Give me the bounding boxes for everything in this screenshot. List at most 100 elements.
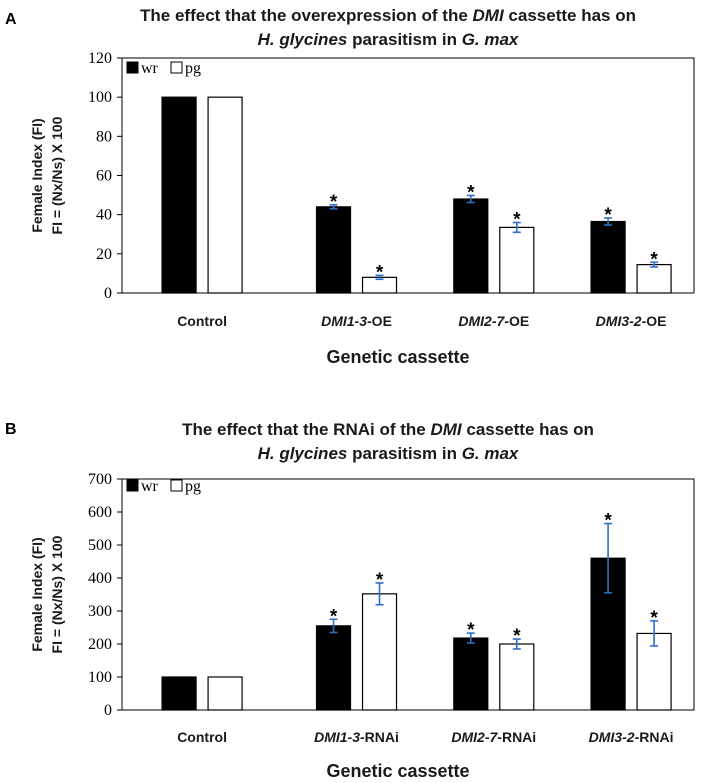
legend: wr pg: [127, 60, 201, 77]
y-axis-label-line-1: Female Index (FI): [29, 537, 45, 651]
category-label-4-part-0: DMI3-2: [589, 729, 635, 745]
bar-pg-2: [363, 594, 397, 710]
chart-title-line-1-part-1: DMI: [473, 6, 505, 25]
category-label-1: Control: [177, 729, 227, 745]
y-tick-label: 40: [96, 207, 112, 224]
y-tick-label: 200: [88, 636, 112, 653]
category-label-1: Control: [177, 313, 227, 329]
bar-pg-1: [208, 97, 242, 293]
legend-label-pg: pg: [185, 478, 201, 495]
panel-letter-a: A: [5, 11, 17, 28]
y-tick-label: 400: [88, 570, 112, 587]
bar-pg-3: [500, 644, 534, 710]
y-tick-label: 0: [104, 702, 112, 719]
chart-title-line-2-part-0: H. glycines: [258, 444, 348, 463]
significance-star: *: [513, 626, 521, 647]
category-label-2-part-0: DMI1-3: [321, 313, 367, 329]
category-label-4-part-1: -RNAi: [635, 729, 674, 745]
category-label-4: DMI3-2-OE: [596, 313, 667, 329]
significance-star: *: [650, 608, 658, 629]
category-label-3-part-0: DMI2-7: [458, 313, 505, 329]
legend: wr pg: [127, 478, 201, 495]
significance-star: *: [467, 620, 475, 641]
chart-title-line-1: The effect that the overexpression of th…: [140, 6, 636, 25]
chart-title-line-2: H. glycines parasitism in G. max: [258, 444, 520, 463]
legend-swatch-pg: [171, 62, 182, 73]
chart-title-line-1: The effect that the RNAi of the DMI cass…: [182, 420, 594, 439]
chart-title-line-2-part-1: parasitism in: [347, 30, 461, 49]
bar-pg-3: [500, 227, 534, 293]
legend-swatch-wr: [127, 62, 138, 73]
figure: A B The effect that the overexpression o…: [0, 0, 702, 783]
significance-star: *: [330, 192, 338, 213]
category-label-2-part-1: -RNAi: [360, 729, 399, 745]
significance-star: *: [376, 262, 384, 283]
bar-wr-3: [454, 199, 488, 293]
bar-wr-3: [454, 638, 488, 710]
y-tick-label: 20: [96, 246, 112, 263]
significance-star: *: [467, 182, 475, 203]
x-axis-label: Genetic cassette: [326, 761, 469, 781]
panel-b: B: [5, 421, 17, 438]
bar-wr-4: [591, 222, 625, 293]
chart-title-line-2-part-1: parasitism in: [347, 444, 461, 463]
x-axis-label: Genetic cassette: [326, 347, 469, 367]
y-axis-label-line-2: FI = (Nx/Ns) X 100: [49, 535, 65, 653]
significance-star: *: [513, 210, 521, 231]
category-label-1-part-0: Control: [177, 313, 227, 329]
y-tick-label: 60: [96, 168, 112, 185]
y-tick-label: 600: [88, 504, 112, 521]
category-label-2: DMI1-3-OE: [321, 313, 392, 329]
category-label-2-part-0: DMI1-3: [314, 729, 360, 745]
chart-title-line-1-part-2: cassette has on: [462, 420, 594, 439]
chart-b: The effect that the RNAi of the DMI cass…: [29, 420, 694, 781]
category-label-1-part-0: Control: [177, 729, 227, 745]
significance-star: *: [604, 511, 612, 532]
category-label-2-part-1: -OE: [367, 313, 392, 329]
category-label-4-part-1: -OE: [642, 313, 667, 329]
chart-title-line-1-part-1: DMI: [430, 420, 462, 439]
category-label-3-part-1: -OE: [504, 313, 529, 329]
legend-swatch-wr: [127, 480, 138, 491]
category-label-2: DMI1-3-RNAi: [314, 729, 399, 745]
legend-label-pg: pg: [185, 60, 201, 77]
panel-a: A: [5, 11, 17, 28]
chart-title-line-2-part-0: H. glycines: [258, 30, 348, 49]
legend-swatch-pg: [171, 480, 182, 491]
y-axis-label-line-2: FI = (Nx/Ns) X 100: [49, 116, 65, 234]
significance-star: *: [650, 249, 658, 270]
chart-title-line-1-part-2: cassette has on: [504, 6, 636, 25]
chart-title-line-2-part-2: G. max: [462, 444, 520, 463]
chart-title-line-2: H. glycines parasitism in G. max: [258, 30, 520, 49]
bar-wr-1: [162, 97, 196, 293]
y-tick-label: 100: [88, 89, 112, 106]
chart-title-line-1-part-0: The effect that the overexpression of th…: [140, 6, 473, 25]
category-label-3: DMI2-7-RNAi: [451, 729, 536, 745]
category-label-4: DMI3-2-RNAi: [589, 729, 674, 745]
y-tick-label: 700: [88, 471, 112, 488]
significance-star: *: [376, 570, 384, 591]
y-tick-label: 80: [96, 128, 112, 145]
bar-wr-2: [317, 626, 351, 710]
chart-title-line-1-part-0: The effect that the RNAi of the: [182, 420, 430, 439]
significance-star: *: [330, 606, 338, 627]
y-tick-label: 100: [88, 669, 112, 686]
category-label-3-part-1: -RNAi: [497, 729, 536, 745]
panel-letter-b: B: [5, 421, 17, 438]
legend-label-wr: wr: [141, 478, 159, 495]
legend-label-wr: wr: [141, 60, 159, 77]
y-tick-label: 500: [88, 537, 112, 554]
category-label-4-part-0: DMI3-2: [596, 313, 642, 329]
y-tick-label: 120: [88, 50, 112, 67]
y-tick-label: 0: [104, 285, 112, 302]
chart-a: The effect that the overexpression of th…: [29, 6, 694, 367]
chart-title-line-2-part-2: G. max: [462, 30, 520, 49]
category-label-3-part-0: DMI2-7: [451, 729, 498, 745]
significance-star: *: [604, 205, 612, 226]
y-axis-label-line-1: Female Index (FI): [29, 118, 45, 232]
category-label-3: DMI2-7-OE: [458, 313, 529, 329]
bar-pg-1: [208, 677, 242, 710]
bar-wr-1: [162, 677, 196, 710]
bar-wr-2: [317, 207, 351, 293]
y-tick-label: 300: [88, 603, 112, 620]
